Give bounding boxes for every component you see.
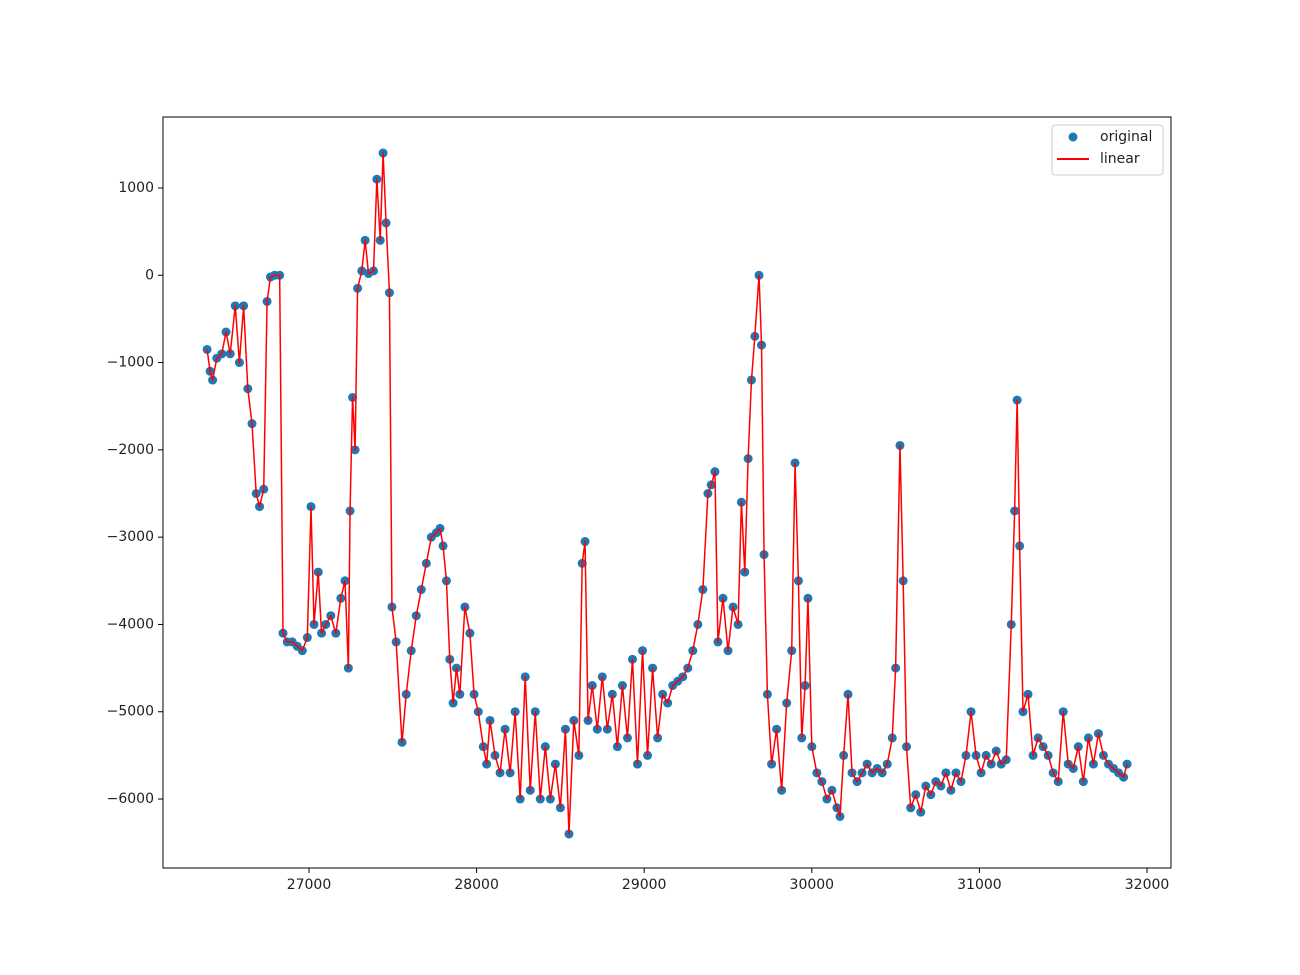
legend-label: linear: [1100, 151, 1140, 167]
y-tick-label: −4000: [107, 616, 154, 632]
y-tick-label: −6000: [107, 791, 154, 807]
x-tick-label: 30000: [790, 877, 835, 893]
y-tick-label: −5000: [107, 704, 154, 720]
y-tick-label: 0: [145, 267, 154, 283]
y-tick-label: −3000: [107, 529, 154, 545]
legend-box: [1051, 124, 1164, 176]
x-tick-label: 27000: [287, 877, 332, 893]
x-tick-label: 29000: [622, 877, 667, 893]
data-line: [206, 152, 1128, 835]
y-tick-label: 1000: [118, 180, 154, 196]
x-tick-label: 28000: [454, 877, 499, 893]
data-point: [202, 344, 212, 354]
x-tick-label: 32000: [1125, 877, 1170, 893]
y-tick-label: −2000: [107, 442, 154, 458]
y-tick-label: −1000: [107, 355, 154, 371]
legend-marker: [1068, 132, 1078, 142]
legend-label: original: [1100, 129, 1152, 145]
x-tick-label: 31000: [957, 877, 1002, 893]
plot-area: [202, 148, 1132, 839]
axes-frame: [162, 116, 1172, 869]
legend: original linear: [1051, 124, 1164, 176]
data-point: [1122, 759, 1132, 769]
